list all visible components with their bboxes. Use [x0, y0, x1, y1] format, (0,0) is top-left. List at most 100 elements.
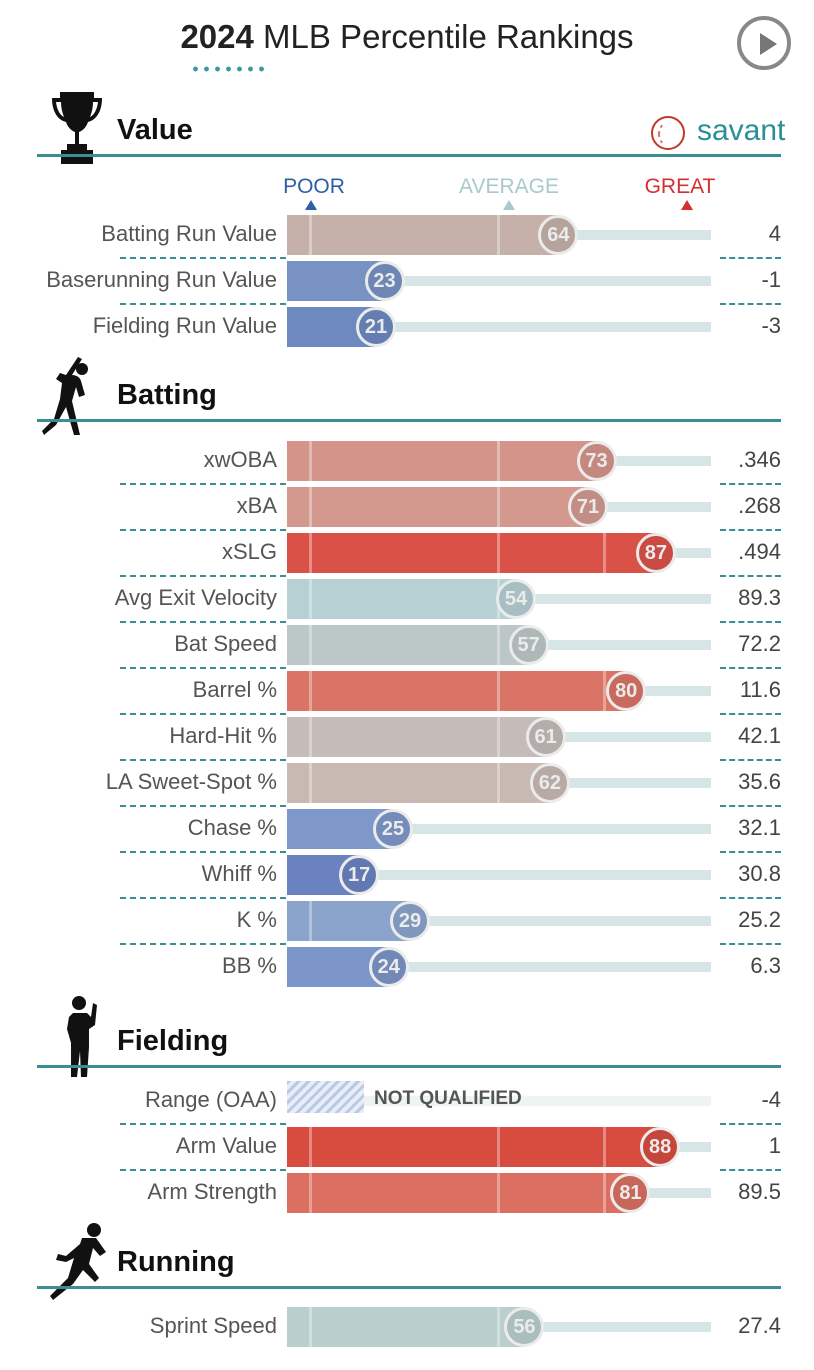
percentile-circle[interactable]: 29: [389, 901, 430, 941]
stat-value: -4: [761, 1087, 781, 1112]
quartile-tick: [497, 487, 500, 527]
percentile-circle[interactable]: 87: [635, 533, 676, 573]
title-text: MLB Percentile Rankings: [263, 18, 634, 55]
page-title: 2024 MLB Percentile Rankings: [0, 18, 814, 56]
metric-label: Whiff %: [201, 861, 277, 886]
stat-value: 1: [768, 1133, 781, 1158]
percentile-circle[interactable]: 24: [368, 947, 409, 987]
quartile-tick: [603, 671, 606, 711]
runner-silhouette-icon: [42, 1222, 112, 1307]
metric-label: Avg Exit Velocity: [114, 585, 277, 610]
metric-label: xSLG: [221, 539, 277, 564]
metric-row: BB % 24 6.3: [0, 947, 814, 993]
stat-value: 25.2: [738, 907, 781, 932]
percentile-circle[interactable]: 64: [538, 215, 579, 255]
quartile-tick: [497, 1307, 500, 1347]
percentile-circle[interactable]: 71: [568, 487, 609, 527]
metric-row: Baserunning Run Value 23 -1: [0, 261, 814, 307]
percentile-bar: [287, 487, 589, 527]
percentile-bar: [287, 441, 597, 481]
section-rule: [37, 154, 781, 157]
row-divider: [120, 805, 286, 807]
savant-brand-text: savant: [697, 114, 786, 147]
metric-label: Fielding Run Value: [92, 313, 277, 338]
percentile-circle[interactable]: 25: [373, 809, 413, 849]
percentile-circle[interactable]: 57: [508, 625, 549, 665]
percentile-circle[interactable]: 81: [610, 1173, 651, 1213]
row-divider: [120, 303, 286, 305]
percentile-bar: [287, 579, 516, 619]
percentile-circle[interactable]: 56: [504, 1307, 545, 1347]
row-divider: [120, 529, 286, 531]
quartile-tick: [497, 763, 500, 803]
row-divider: [120, 667, 286, 669]
quartile-tick: [497, 625, 500, 665]
bar-track: [364, 1096, 711, 1106]
quartile-tick: [497, 533, 500, 573]
metric-label: Barrel %: [192, 677, 277, 702]
metric-label: Arm Strength: [147, 1179, 277, 1204]
quartile-tick: [497, 441, 500, 481]
bar-track: [287, 824, 711, 834]
quartile-tick: [497, 671, 500, 711]
trophy-icon: [52, 90, 102, 169]
quartile-tick: [309, 487, 312, 527]
fielder-silhouette-icon: [57, 995, 97, 1084]
row-divider: [720, 897, 781, 899]
percentile-bar: [287, 1173, 631, 1213]
metric-label: Baserunning Run Value: [46, 267, 277, 292]
percentile-bar: [287, 1127, 661, 1167]
percentile-circle[interactable]: 61: [525, 717, 566, 757]
row-divider: [120, 851, 286, 853]
percentile-circle[interactable]: 17: [339, 855, 380, 895]
metric-label: K %: [236, 907, 277, 932]
stat-value: 4: [768, 221, 781, 246]
stat-value: 72.2: [738, 631, 781, 656]
row-divider: [120, 1169, 286, 1171]
stat-value: .268: [738, 493, 781, 518]
section-rule: [37, 1065, 781, 1068]
section-title-running: Running: [117, 1246, 235, 1278]
row-divider: [120, 483, 286, 485]
bar-track: [287, 870, 711, 880]
row-divider: [720, 529, 781, 531]
section-title-fielding: Fielding: [117, 1025, 229, 1057]
scale-arrow-great-icon: [681, 200, 693, 210]
metric-row: Batting Run Value 64 4: [0, 215, 814, 261]
scale-arrow-average-icon: [503, 200, 515, 210]
percentile-circle[interactable]: 21: [356, 307, 397, 347]
metric-label: Range (OAA): [144, 1087, 277, 1112]
percentile-circle[interactable]: 54: [495, 579, 536, 619]
row-divider: [720, 1169, 781, 1171]
metric-row: Avg Exit Velocity 54 89.3: [0, 579, 814, 625]
title-year: 2024: [180, 18, 254, 55]
quartile-tick: [497, 215, 500, 255]
quartile-tick: [309, 441, 312, 481]
quartile-tick: [603, 1173, 606, 1213]
percentile-bar: [287, 717, 546, 757]
percentile-circle[interactable]: 80: [606, 671, 647, 711]
stat-value: 6.3: [750, 953, 781, 978]
baseball-icon: [651, 116, 685, 150]
metric-row: xBA 71 .268: [0, 487, 814, 533]
row-divider: [120, 621, 286, 623]
quartile-tick: [309, 1127, 312, 1167]
play-button[interactable]: [737, 16, 791, 70]
quartile-tick: [603, 1127, 606, 1167]
row-divider: [120, 897, 286, 899]
percentile-circle[interactable]: 73: [576, 441, 617, 481]
row-divider: [120, 257, 286, 259]
bar-track: [287, 276, 711, 286]
row-divider: [720, 303, 781, 305]
quartile-tick: [603, 533, 606, 573]
metric-row: xwOBA 73 .346: [0, 441, 814, 487]
quartile-tick: [497, 717, 500, 757]
percentile-circle[interactable]: 88: [640, 1127, 681, 1167]
percentile-bar: [287, 901, 410, 941]
metric-row: Range (OAA) NOT QUALIFIED -4: [0, 1081, 814, 1127]
percentile-circle[interactable]: 62: [529, 763, 570, 803]
percentile-bar: [287, 1307, 525, 1347]
scale-label-great: GREAT: [644, 175, 716, 198]
scale-arrow-poor-icon: [305, 200, 317, 210]
percentile-circle[interactable]: 23: [364, 261, 405, 301]
